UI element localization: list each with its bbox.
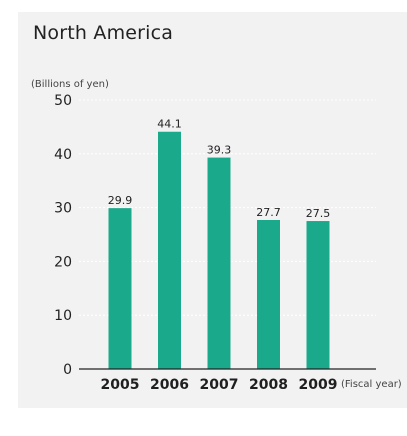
bar-2008 (257, 219, 280, 369)
value-label: 29.9 (108, 194, 133, 207)
chart-title: North America (33, 22, 174, 44)
y-tick-labels: 0 10 20 30 40 50 (54, 93, 72, 378)
x-axis-label: (Fiscal year) (341, 379, 402, 390)
x-tick-label: 2008 (249, 377, 288, 393)
value-label: 44.1 (157, 118, 182, 131)
x-tick-labels: 2005 2006 2007 2008 2009 (101, 377, 338, 393)
x-tick-label: 2009 (299, 377, 338, 393)
bar-2009 (306, 221, 330, 369)
bar-2006 (158, 131, 181, 369)
y-tick-label: 10 (54, 308, 72, 324)
value-labels: 29.9 44.1 39.3 27.7 27.5 (108, 118, 331, 220)
y-tick-label: 0 (63, 362, 72, 378)
bar-2007 (207, 157, 231, 369)
value-label: 39.3 (207, 144, 232, 157)
x-tick-label: 2006 (150, 377, 189, 393)
bar-2005 (108, 208, 132, 369)
y-tick-label: 20 (54, 254, 72, 270)
bars (108, 131, 330, 369)
y-tick-label: 40 (54, 147, 72, 163)
y-tick-label: 50 (54, 93, 72, 109)
x-tick-label: 2007 (200, 377, 239, 393)
y-axis-label: (Billions of yen) (31, 79, 109, 90)
x-tick-label: 2005 (101, 377, 140, 393)
value-label: 27.5 (306, 207, 331, 220)
value-label: 27.7 (256, 206, 281, 219)
y-tick-label: 30 (54, 201, 72, 217)
